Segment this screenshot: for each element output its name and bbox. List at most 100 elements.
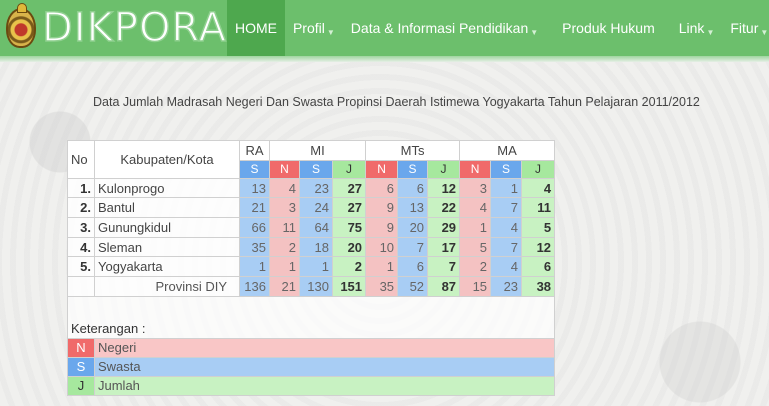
cell-ma-n: 1 bbox=[459, 217, 492, 238]
table-row: 2. Bantul 21 3 24 27 9 13 22 4 7 11 bbox=[67, 197, 556, 219]
legend-title: Keterangan : bbox=[66, 318, 556, 339]
sub-j: J bbox=[521, 159, 556, 179]
nav-link[interactable]: Link ▼ bbox=[678, 20, 715, 37]
sub-s: S bbox=[490, 159, 523, 179]
cell-mi-n: 2 bbox=[269, 236, 300, 258]
cell-ma-j: 12 bbox=[521, 236, 556, 258]
legend-item-jumlah: J Jumlah bbox=[67, 375, 556, 396]
cell-ma-n: 2 bbox=[459, 256, 492, 278]
sub-s: S bbox=[299, 159, 333, 179]
header-shadow bbox=[0, 56, 769, 62]
sub-j: J bbox=[427, 159, 461, 179]
chevron-down-icon: ▼ bbox=[760, 27, 769, 37]
row-kabupaten: Bantul bbox=[94, 197, 240, 219]
cell-ma-s: 7 bbox=[490, 197, 523, 219]
row-number: 4. bbox=[67, 236, 95, 258]
sub-j: J bbox=[331, 159, 367, 179]
cell-mts-n: 1 bbox=[365, 256, 399, 278]
page-title: Data Jumlah Madrasah Negeri Dan Swasta P… bbox=[93, 95, 700, 109]
table-row: 3. Gunungkidul 66 11 64 75 9 20 29 1 4 5 bbox=[67, 217, 556, 238]
cell-ma-n: 4 bbox=[459, 197, 492, 219]
cell-mi-s: 24 bbox=[299, 197, 333, 219]
cell-mi-s: 64 bbox=[299, 217, 333, 238]
header-ma: MA bbox=[459, 140, 556, 161]
site-header: DIKPORA HOME Profil ▼ Data & Informasi Pe… bbox=[0, 0, 769, 56]
cell-mi-j: 20 bbox=[331, 236, 367, 258]
cell-mi-j: 2 bbox=[331, 256, 367, 278]
sub-n: N bbox=[365, 159, 399, 179]
cell-mi-j: 27 bbox=[331, 197, 367, 219]
legend-item-swasta: S Swasta bbox=[67, 356, 556, 377]
row-kabupaten: Kulonprogo bbox=[94, 177, 240, 199]
cell-mi-s: 18 bbox=[299, 236, 333, 258]
chevron-down-icon: ▼ bbox=[530, 27, 539, 37]
sub-s: S bbox=[239, 159, 270, 179]
cell-mts-n: 6 bbox=[365, 177, 399, 199]
legend-title-row: Keterangan : bbox=[66, 318, 556, 339]
main-nav: HOME Profil ▼ Data & Informasi Pendidikan… bbox=[226, 0, 769, 56]
header-no: No bbox=[67, 140, 95, 179]
cell-mi-s: 23 bbox=[299, 177, 333, 199]
sub-n: N bbox=[459, 159, 492, 179]
cell-mts-s: 6 bbox=[397, 177, 429, 199]
row-number: 5. bbox=[67, 256, 95, 278]
header-kabupaten: Kabupaten/Kota bbox=[94, 140, 240, 179]
cell-mts-n: 9 bbox=[365, 197, 399, 219]
table-row-total: Provinsi DIY 136 21 130 151 35 52 87 15 … bbox=[67, 276, 556, 297]
cell-mts-n: 10 bbox=[365, 236, 399, 258]
cell-ma-j: 6 bbox=[521, 256, 556, 278]
header-mts: MTs bbox=[365, 140, 461, 161]
row-number: 1. bbox=[67, 177, 95, 199]
cell-ma-s: 4 bbox=[490, 256, 523, 278]
header-ra: RA bbox=[239, 140, 270, 161]
cell-mts-j: 12 bbox=[427, 177, 461, 199]
madrasah-table: No Kabupaten/Kota RA MI MTs MA S N S J N… bbox=[66, 140, 556, 396]
cell-mts-j: 22 bbox=[427, 197, 461, 219]
chevron-down-icon: ▼ bbox=[706, 27, 715, 37]
cell-ma-n: 3 bbox=[459, 177, 492, 199]
cell-mi-j: 75 bbox=[331, 217, 367, 238]
table-row: 1. Kulonprogo 13 4 23 27 6 6 12 3 1 4 bbox=[67, 177, 556, 199]
cell-mts-j: 7 bbox=[427, 256, 461, 278]
row-kabupaten: Sleman bbox=[94, 236, 240, 258]
cell-mi-j: 27 bbox=[331, 177, 367, 199]
crest-icon bbox=[6, 3, 36, 48]
nav-produk-hukum[interactable]: Produk Hukum bbox=[562, 20, 655, 36]
cell-ma-s: 7 bbox=[490, 236, 523, 258]
row-number: 3. bbox=[67, 217, 95, 238]
spacer-row bbox=[66, 295, 556, 319]
cell-ra-s: 21 bbox=[239, 197, 270, 219]
logo-text: DIKPORA bbox=[41, 4, 227, 52]
cell-ra-s: 66 bbox=[239, 217, 270, 238]
cell-mts-j: 17 bbox=[427, 236, 461, 258]
table-row: 4. Sleman 35 2 18 20 10 7 17 5 7 12 bbox=[67, 236, 556, 258]
logo[interactable]: DIKPORA bbox=[0, 0, 227, 56]
cell-mts-j: 29 bbox=[427, 217, 461, 238]
cell-mts-s: 7 bbox=[397, 236, 429, 258]
cell-ma-n: 5 bbox=[459, 236, 492, 258]
total-label: Provinsi DIY bbox=[94, 276, 240, 297]
row-kabupaten: Gunungkidul bbox=[94, 217, 240, 238]
cell-ra-s: 1 bbox=[239, 256, 270, 278]
cell-mi-n: 3 bbox=[269, 197, 300, 219]
cell-mts-n: 9 bbox=[365, 217, 399, 238]
row-kabupaten: Yogyakarta bbox=[94, 256, 240, 278]
cell-mi-n: 11 bbox=[269, 217, 300, 238]
cell-ma-j: 11 bbox=[521, 197, 556, 219]
sub-s: S bbox=[397, 159, 429, 179]
cell-mi-n: 1 bbox=[269, 256, 300, 278]
row-number: 2. bbox=[67, 197, 95, 219]
cell-ma-s: 1 bbox=[490, 177, 523, 199]
cell-mi-n: 4 bbox=[269, 177, 300, 199]
header-mi: MI bbox=[268, 140, 367, 161]
nav-home[interactable]: HOME bbox=[226, 0, 285, 56]
cell-mts-s: 13 bbox=[397, 197, 429, 219]
nav-profil[interactable]: Profil ▼ bbox=[292, 20, 335, 37]
cell-ra-s: 13 bbox=[239, 177, 270, 199]
cell-mts-s: 20 bbox=[397, 217, 429, 238]
nav-data-informasi[interactable]: Data & Informasi Pendidikan ▼ bbox=[350, 20, 539, 37]
cell-ma-s: 4 bbox=[490, 217, 523, 238]
nav-fitur[interactable]: Fitur ▼ bbox=[730, 20, 769, 37]
cell-ma-j: 4 bbox=[521, 177, 556, 199]
table-row: 5. Yogyakarta 1 1 1 2 1 6 7 2 4 6 bbox=[67, 256, 556, 278]
